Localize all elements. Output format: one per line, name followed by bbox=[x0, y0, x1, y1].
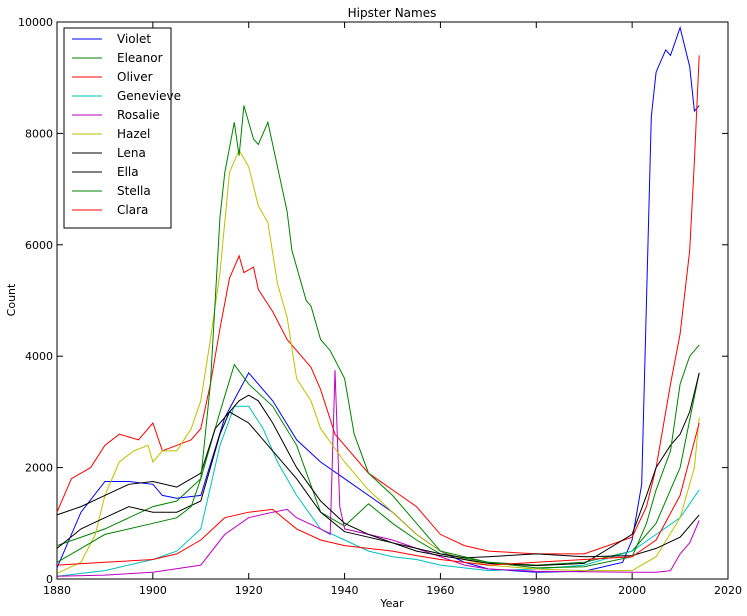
series-line-lena bbox=[56, 411, 700, 559]
series-line-eleanor bbox=[56, 363, 700, 566]
legend-label-lena: Lena bbox=[117, 146, 146, 160]
x-tick-label: 1960 bbox=[426, 584, 454, 597]
y-axis-title: Count bbox=[5, 283, 18, 316]
x-tick-label: 1920 bbox=[235, 584, 263, 597]
x-tick-label: 1980 bbox=[522, 584, 550, 597]
plot-area bbox=[56, 21, 729, 580]
legend-label-stella: Stella bbox=[117, 184, 151, 198]
series-line-clara bbox=[56, 422, 700, 566]
legend-label-genevieve: Genevieve bbox=[117, 89, 181, 103]
x-axis-title: Year bbox=[379, 597, 404, 610]
y-tick-label: 4000 bbox=[25, 350, 53, 363]
y-tick-label: 8000 bbox=[25, 127, 53, 140]
chart-title: Hipster Names bbox=[348, 6, 437, 20]
series-line-ella bbox=[56, 372, 700, 567]
series-line-stella bbox=[56, 105, 700, 569]
legend-label-rosalie: Rosalie bbox=[117, 108, 160, 122]
x-tick-label: 1880 bbox=[43, 584, 71, 597]
y-tick-label: 0 bbox=[46, 573, 53, 586]
legend: Violet Eleanor Oliver Genevieve Rosalie Hazel… bbox=[63, 27, 181, 229]
series-line-hazel bbox=[56, 148, 700, 574]
legend-label-oliver: Oliver bbox=[117, 70, 153, 84]
legend-label-hazel: Hazel bbox=[117, 127, 150, 141]
series-line-genevieve bbox=[56, 405, 700, 577]
x-tick-label: 2020 bbox=[714, 584, 742, 597]
x-tick-label: 1900 bbox=[139, 584, 167, 597]
legend-box bbox=[63, 27, 172, 229]
axis-ticks: 1880 1900 1920 1940 1960 1980 2000 2020 0 2000 400… bbox=[18, 16, 742, 597]
y-tick-label: 6000 bbox=[25, 239, 53, 252]
x-tick-label: 2000 bbox=[618, 584, 646, 597]
legend-label-violet: Violet bbox=[117, 32, 151, 46]
y-tick-label: 10000 bbox=[18, 16, 53, 29]
y-tick-label: 2000 bbox=[25, 462, 53, 475]
x-tick-label: 1940 bbox=[331, 584, 359, 597]
series-line-oliver bbox=[56, 55, 700, 555]
legend-label-eleanor: Eleanor bbox=[117, 51, 163, 65]
series-line-rosalie bbox=[56, 370, 700, 577]
legend-label-clara: Clara bbox=[117, 203, 148, 217]
legend-label-ella: Ella bbox=[117, 165, 139, 179]
series-lines bbox=[56, 25, 700, 577]
